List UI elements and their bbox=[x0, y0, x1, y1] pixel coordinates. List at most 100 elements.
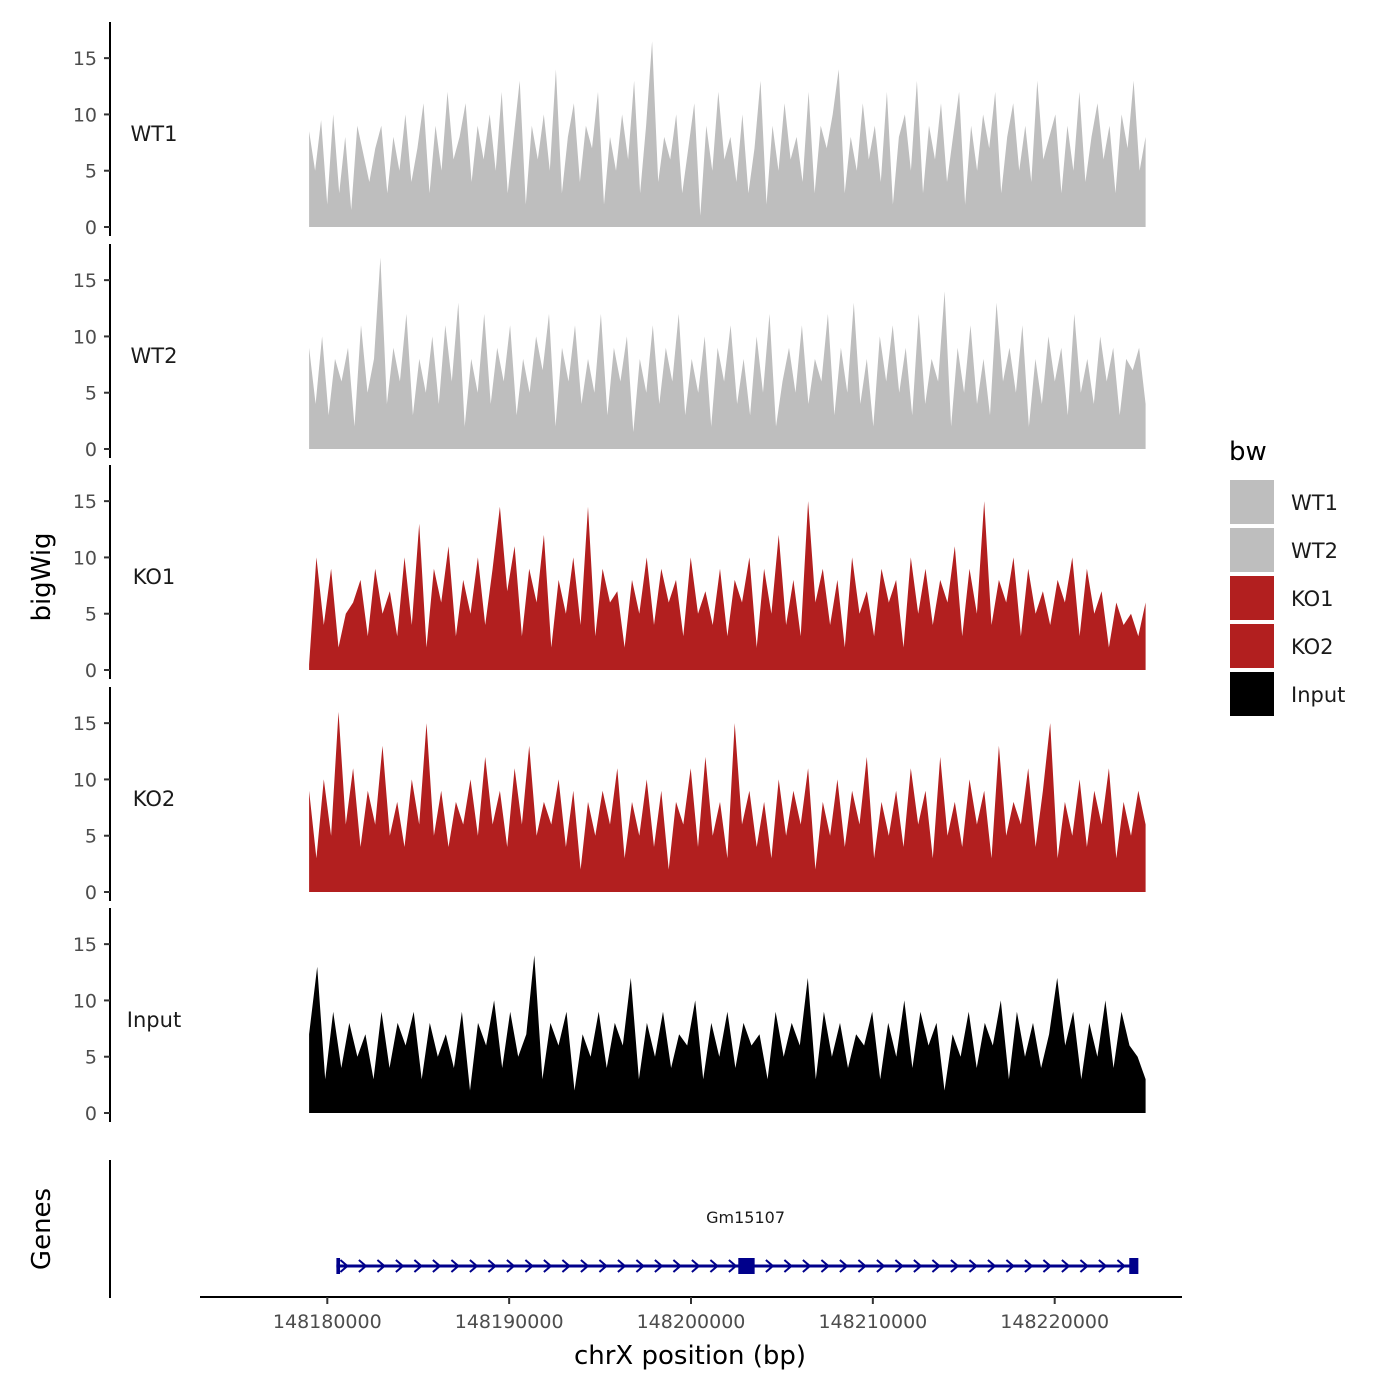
y-tick-label: 0 bbox=[85, 1103, 97, 1125]
x-tick-label: 148200000 bbox=[637, 1311, 746, 1333]
genes-axis-title: Genes bbox=[27, 1188, 57, 1270]
panel-wt2: 0 5 10 15 WT2 bbox=[73, 244, 1146, 461]
strand-arrow bbox=[876, 1259, 886, 1273]
panel-ko2: 0 5 10 15 KO2 bbox=[73, 687, 1146, 904]
legend-items: WT1 WT2 KO1 KO2 Input bbox=[1230, 480, 1345, 716]
legend: bw WT1 WT2 KO1 KO2 Input bbox=[1229, 437, 1345, 716]
genes-panel: Gm15107 bbox=[109, 1160, 1139, 1298]
legend-label: KO2 bbox=[1291, 635, 1334, 659]
area-ko1 bbox=[309, 501, 1146, 670]
legend-item-wt2: WT2 bbox=[1230, 528, 1338, 572]
strand-arrow bbox=[524, 1259, 534, 1273]
strand-arrow bbox=[709, 1259, 719, 1273]
strand-arrow bbox=[598, 1259, 608, 1273]
y-tick-label: 10 bbox=[73, 547, 97, 569]
strand-arrow bbox=[691, 1259, 701, 1273]
strand-arrow bbox=[820, 1259, 830, 1273]
x-tick-label: 148180000 bbox=[273, 1311, 382, 1333]
gene-exon bbox=[738, 1258, 755, 1274]
track-label-input: Input bbox=[127, 1008, 181, 1032]
strand-arrow bbox=[802, 1259, 812, 1273]
track-panels: 0 5 10 15 WT1 0 5 10 15 WT2 0 5 10 15 KO1 0 5 10 15 KO2 0 5 10… bbox=[73, 22, 1146, 1125]
y-tick-label: 5 bbox=[85, 826, 97, 848]
y-tick-label: 15 bbox=[73, 270, 97, 292]
strand-arrow bbox=[376, 1259, 386, 1273]
y-tick-label: 15 bbox=[73, 713, 97, 735]
y-tick-label: 15 bbox=[73, 934, 97, 956]
y-tick-label: 5 bbox=[85, 1047, 97, 1069]
strand-arrow bbox=[765, 1259, 775, 1273]
track-label-ko2: KO2 bbox=[133, 787, 176, 811]
area-ko2 bbox=[309, 711, 1146, 892]
legend-item-wt1: WT1 bbox=[1230, 480, 1338, 524]
strand-arrow bbox=[968, 1259, 978, 1273]
strand-arrow bbox=[543, 1259, 553, 1273]
strand-arrow bbox=[783, 1259, 793, 1273]
strand-arrow bbox=[561, 1259, 571, 1273]
strand-arrow bbox=[857, 1259, 867, 1273]
strand-arrow bbox=[506, 1259, 516, 1273]
y-tick-label: 10 bbox=[73, 326, 97, 348]
gene-layer: Gm15107 bbox=[336, 1208, 1139, 1274]
y-tick-label: 15 bbox=[73, 48, 97, 70]
legend-label: Input bbox=[1291, 683, 1345, 707]
strand-arrow bbox=[339, 1259, 349, 1273]
track-label-wt2: WT2 bbox=[131, 344, 178, 368]
x-ticks: 148180000 148190000 148200000 148210000 1482… bbox=[273, 1297, 1109, 1333]
panel-wt1: 0 5 10 15 WT1 bbox=[73, 22, 1146, 239]
legend-swatch bbox=[1230, 528, 1274, 572]
gene-gm15107: Gm15107 bbox=[336, 1208, 1139, 1274]
area-input bbox=[309, 955, 1146, 1113]
gene-name-label: Gm15107 bbox=[706, 1208, 785, 1227]
strand-arrow bbox=[1024, 1259, 1034, 1273]
strand-arrow bbox=[469, 1259, 479, 1273]
x-axis: 148180000 148190000 148200000 148210000 1482… bbox=[200, 1296, 1182, 1333]
strand-arrow bbox=[432, 1259, 442, 1273]
area-wt1 bbox=[309, 41, 1146, 227]
legend-item-ko1: KO1 bbox=[1230, 576, 1334, 620]
area-wt2 bbox=[309, 257, 1146, 449]
strand-arrow bbox=[728, 1259, 738, 1273]
strand-arrow bbox=[635, 1259, 645, 1273]
gene-exon bbox=[1129, 1258, 1139, 1274]
legend-label: WT2 bbox=[1291, 539, 1338, 563]
strand-arrow bbox=[580, 1259, 590, 1273]
x-axis-title: chrX position (bp) bbox=[574, 1341, 806, 1371]
legend-label: KO1 bbox=[1291, 587, 1334, 611]
strand-arrow bbox=[1098, 1259, 1108, 1273]
track-label-wt1: WT1 bbox=[131, 122, 178, 146]
strand-arrow bbox=[395, 1259, 405, 1273]
strand-arrow bbox=[1116, 1259, 1126, 1273]
strand-arrow bbox=[450, 1259, 460, 1273]
y-tick-label: 15 bbox=[73, 491, 97, 513]
strand-arrow bbox=[487, 1259, 497, 1273]
strand-arrow bbox=[617, 1259, 627, 1273]
strand-arrow bbox=[839, 1259, 849, 1273]
legend-title: bw bbox=[1229, 437, 1267, 467]
legend-swatch bbox=[1230, 624, 1274, 668]
gene-exon bbox=[336, 1258, 341, 1274]
strand-arrow bbox=[672, 1259, 682, 1273]
x-tick-label: 148220000 bbox=[1000, 1311, 1109, 1333]
y-tick-label: 5 bbox=[85, 383, 97, 405]
legend-label: WT1 bbox=[1291, 491, 1338, 515]
strand-arrow bbox=[950, 1259, 960, 1273]
strand-arrow bbox=[413, 1259, 423, 1273]
y-tick-label: 0 bbox=[85, 439, 97, 461]
y-tick-label: 10 bbox=[73, 104, 97, 126]
legend-item-input: Input bbox=[1230, 672, 1345, 716]
y-tick-label: 10 bbox=[73, 990, 97, 1012]
legend-item-ko2: KO2 bbox=[1230, 624, 1334, 668]
legend-swatch bbox=[1230, 672, 1274, 716]
x-tick-label: 148190000 bbox=[455, 1311, 564, 1333]
strand-arrow bbox=[894, 1259, 904, 1273]
y-tick-label: 0 bbox=[85, 660, 97, 682]
strand-arrow bbox=[1079, 1259, 1089, 1273]
strand-arrow bbox=[1005, 1259, 1015, 1273]
strand-arrow bbox=[987, 1259, 997, 1273]
strand-arrow bbox=[1061, 1259, 1071, 1273]
legend-swatch bbox=[1230, 480, 1274, 524]
strand-arrow bbox=[931, 1259, 941, 1273]
x-tick-label: 148210000 bbox=[818, 1311, 927, 1333]
